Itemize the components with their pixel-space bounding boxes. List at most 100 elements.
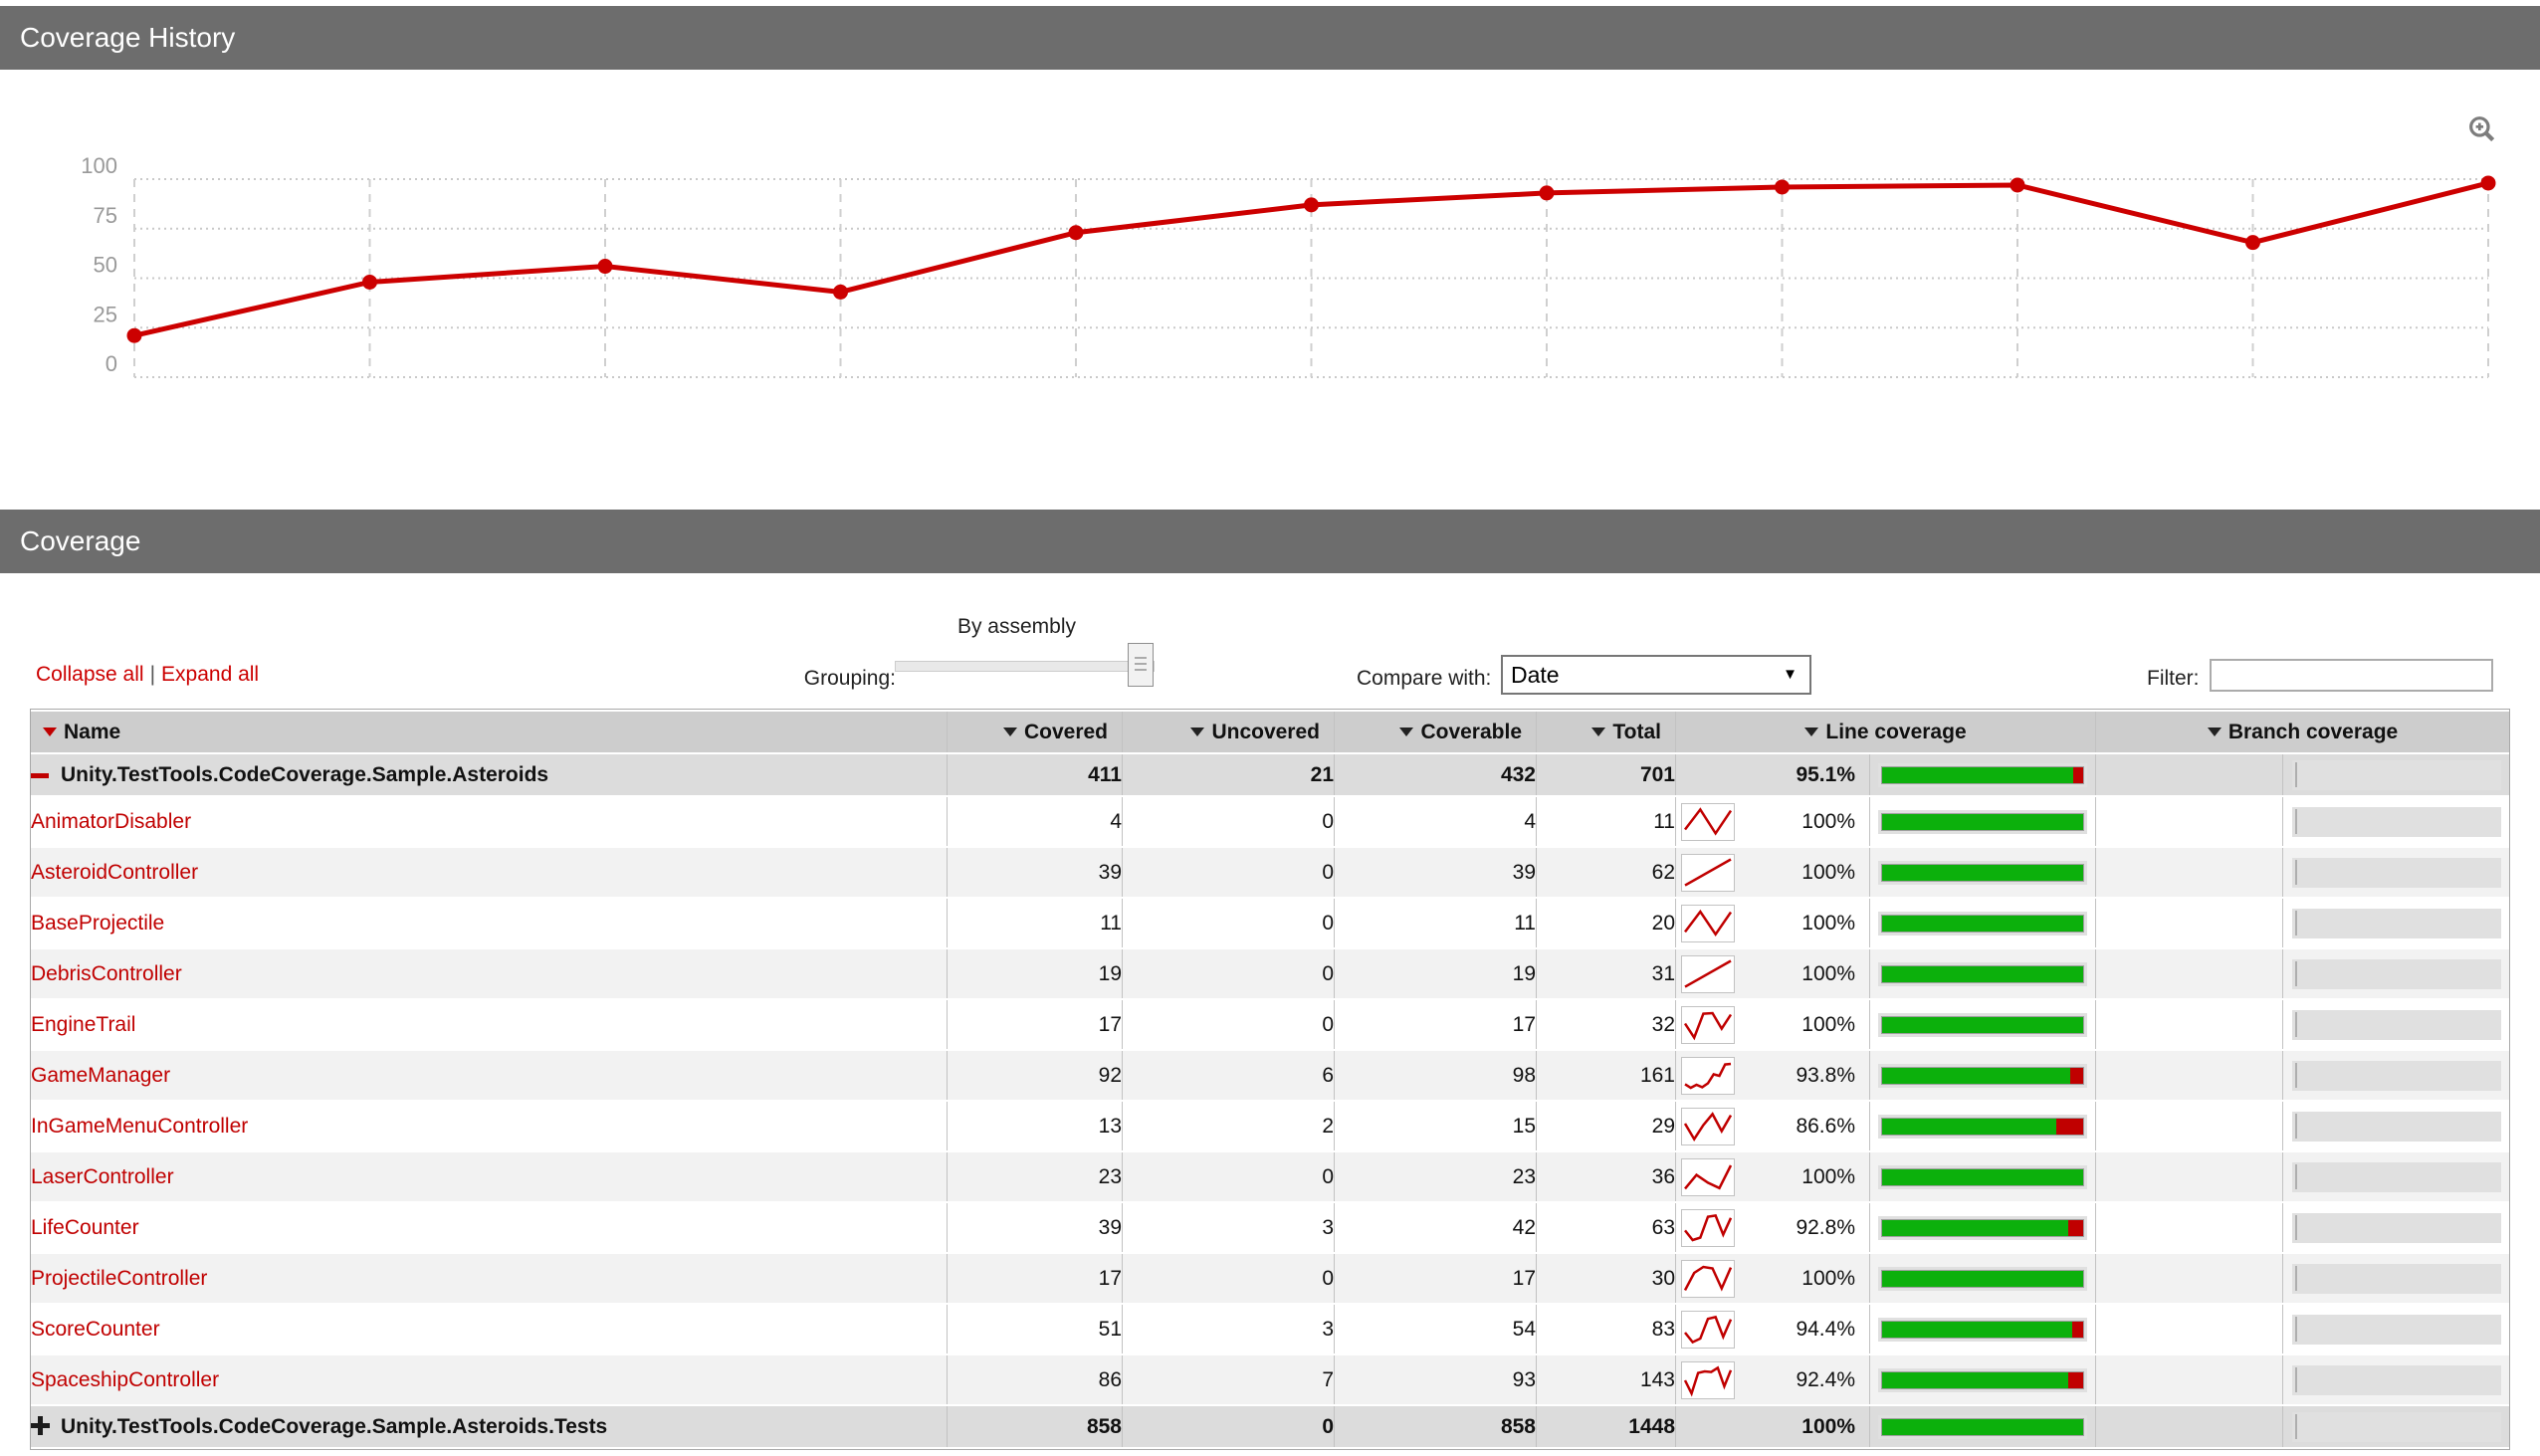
line-coverage-percent-cell: 92.4% [1675, 1355, 1869, 1404]
coverable-value: 39 [1334, 848, 1536, 897]
branch-coverage-empty-bar [2294, 1214, 2297, 1240]
class-link[interactable]: AsteroidController [31, 860, 199, 884]
total-value: 20 [1536, 899, 1675, 947]
covered-value: 858 [947, 1406, 1122, 1447]
uncovered-bar-segment [2070, 1067, 2083, 1084]
collapse-row-icon[interactable] [31, 772, 49, 778]
grouping-slider-thumb[interactable] [1128, 643, 1154, 687]
name-cell: ScoreCounter [31, 1305, 947, 1353]
total-value: 31 [1536, 949, 1675, 998]
covered-bar-segment [1882, 864, 2083, 881]
class-link[interactable]: EngineTrail [31, 1012, 136, 1036]
line-coverage-percent-cell: 86.6% [1675, 1102, 1869, 1150]
coverage-history-chart: 100 75 50 25 0 [81, 153, 2496, 378]
expand-all-link[interactable]: Expand all [161, 663, 260, 686]
chart-zoom-in-icon[interactable] [2466, 113, 2498, 145]
total-value: 11 [1536, 797, 1675, 846]
line-coverage-percent: 100% [1801, 809, 1855, 833]
line-coverage-bar-cell [1869, 1203, 2096, 1252]
column-header-name[interactable]: Name [31, 712, 947, 752]
assembly-name: Unity.TestTools.CodeCoverage.Sample.Aste… [61, 1414, 608, 1438]
column-header-uncovered[interactable]: Uncovered [1122, 712, 1334, 752]
line-coverage-percent: 94.4% [1796, 1317, 1855, 1341]
table-row: ScoreCounter 51 3 54 83 94.4% [31, 1305, 2510, 1353]
class-link[interactable]: LifeCounter [31, 1215, 139, 1239]
line-coverage-percent: 92.4% [1796, 1367, 1855, 1391]
table-row: AsteroidController 39 0 39 62 100% [31, 848, 2510, 897]
line-coverage-percent-cell: 100% [1675, 1152, 1869, 1201]
branch-coverage-bar-cell [2282, 848, 2510, 897]
line-coverage-bar-cell [1869, 1254, 2096, 1303]
branch-coverage-percent-cell [2095, 1203, 2283, 1252]
class-link[interactable]: SpaceshipController [31, 1367, 220, 1391]
line-coverage-percent: 100% [1801, 1414, 1855, 1438]
grouping-value-label: By assembly [956, 615, 1077, 638]
compare-with-select[interactable]: Date [1501, 655, 1811, 695]
class-link[interactable]: GameManager [31, 1063, 171, 1087]
coverage-history-sparkline [1681, 1310, 1735, 1349]
coverage-history-sparkline [1681, 1107, 1735, 1145]
coverable-value: 11 [1334, 899, 1536, 947]
uncovered-value: 2 [1122, 1102, 1334, 1150]
branch-coverage-empty-bar [2294, 859, 2297, 885]
line-coverage-percent: 100% [1801, 961, 1855, 985]
filter-label: Filter: [2147, 667, 2200, 690]
sort-arrow-icon [2207, 727, 2222, 736]
uncovered-value: 0 [1122, 848, 1334, 897]
branch-coverage-empty-bar [2294, 761, 2297, 787]
column-header-total[interactable]: Total [1536, 712, 1675, 752]
coverable-value: 432 [1334, 754, 1536, 795]
class-link[interactable]: AnimatorDisabler [31, 809, 192, 833]
column-header-covered[interactable]: Covered [947, 712, 1122, 752]
svg-text:0: 0 [106, 351, 117, 376]
class-link[interactable]: BaseProjectile [31, 911, 165, 935]
covered-value: 92 [947, 1051, 1122, 1100]
covered-value: 86 [947, 1355, 1122, 1404]
line-coverage-bar-cell [1869, 899, 2096, 947]
branch-coverage-bar-cell [2282, 1203, 2510, 1252]
uncovered-value: 0 [1122, 899, 1334, 947]
total-value: 36 [1536, 1152, 1675, 1201]
class-link[interactable]: InGameMenuController [31, 1114, 249, 1138]
branch-coverage-bar-cell [2282, 1254, 2510, 1303]
table-row: LaserController 23 0 23 36 100% [31, 1152, 2510, 1201]
branch-coverage-percent-cell [2095, 899, 2283, 947]
sort-arrow-icon [1190, 727, 1205, 736]
line-coverage-bar-cell [1869, 949, 2096, 998]
class-link[interactable]: ScoreCounter [31, 1317, 160, 1341]
covered-bar-segment [1882, 1418, 2083, 1435]
branch-coverage-empty-bar [2294, 1163, 2297, 1189]
coverage-history-sparkline [1681, 954, 1735, 993]
line-coverage-percent-cell: 94.4% [1675, 1305, 1869, 1353]
branch-coverage-empty-bar [2294, 1366, 2297, 1392]
collapse-all-link[interactable]: Collapse all [36, 663, 144, 686]
table-row: ProjectileController 17 0 17 30 100% [31, 1254, 2510, 1303]
svg-text:100: 100 [81, 153, 117, 178]
class-link[interactable]: LaserController [31, 1164, 174, 1188]
grouping-slider-track[interactable] [895, 661, 1155, 672]
branch-coverage-percent-cell [2095, 754, 2283, 795]
covered-bar-segment [1882, 1219, 2069, 1236]
class-link[interactable]: ProjectileController [31, 1266, 208, 1290]
column-header-branch-coverage[interactable]: Branch coverage [2095, 712, 2510, 752]
uncovered-value: 0 [1122, 797, 1334, 846]
name-cell: BaseProjectile [31, 899, 947, 947]
branch-coverage-bar-cell [2282, 1355, 2510, 1404]
uncovered-value: 3 [1122, 1305, 1334, 1353]
line-coverage-percent-cell: 100% [1675, 797, 1869, 846]
column-header-line-coverage[interactable]: Line coverage [1675, 712, 2096, 752]
class-link[interactable]: DebrisController [31, 961, 182, 985]
line-coverage-bar-cell [1869, 848, 2096, 897]
covered-bar-segment [1882, 813, 2083, 830]
compare-with-label: Compare with: [1357, 667, 1492, 690]
covered-value: 4 [947, 797, 1122, 846]
covered-value: 39 [947, 848, 1122, 897]
coverage-history-sparkline [1681, 1157, 1735, 1196]
column-header-coverable[interactable]: Coverable [1334, 712, 1536, 752]
branch-coverage-percent-cell [2095, 797, 2283, 846]
coverable-value: 42 [1334, 1203, 1536, 1252]
covered-value: 11 [947, 899, 1122, 947]
expand-row-icon[interactable] [31, 1415, 50, 1435]
filter-input[interactable] [2210, 659, 2493, 692]
covered-value: 19 [947, 949, 1122, 998]
